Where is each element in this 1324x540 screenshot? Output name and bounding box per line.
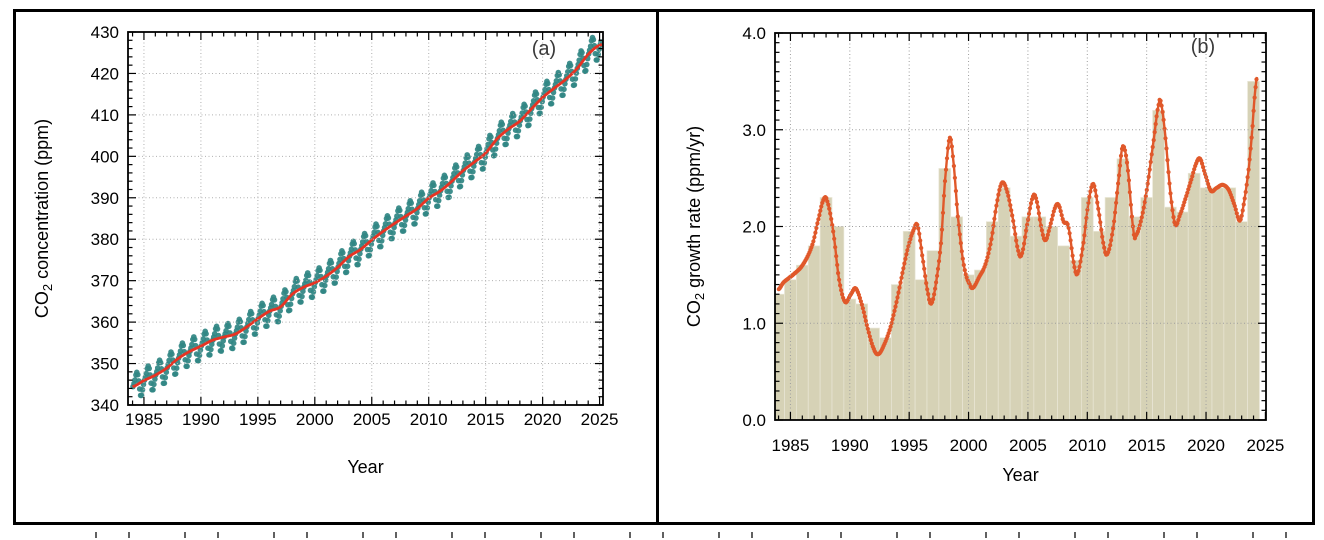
svg-text:430: 430 [91, 23, 119, 42]
svg-text:2005: 2005 [353, 410, 391, 429]
svg-text:0.0: 0.0 [742, 411, 766, 430]
svg-text:360: 360 [91, 313, 119, 332]
svg-text:Year: Year [1002, 465, 1038, 485]
svg-text:2025: 2025 [581, 410, 619, 429]
svg-text:3.0: 3.0 [742, 121, 766, 140]
svg-text:340: 340 [91, 396, 119, 415]
panel-a-label: (a) [531, 38, 557, 60]
co2-concentration-chart: 1985 1990 1995 2000 2005 2010 2015 2020 2025 340 3… [32, 23, 619, 477]
svg-text:2.0: 2.0 [742, 218, 766, 237]
svg-text:2000: 2000 [950, 436, 988, 455]
svg-text:2025: 2025 [1246, 436, 1284, 455]
svg-text:2020: 2020 [1187, 436, 1225, 455]
svg-text:400: 400 [91, 147, 119, 166]
svg-text:410: 410 [91, 106, 119, 125]
svg-text:350: 350 [91, 355, 119, 374]
svg-text:1985: 1985 [772, 436, 810, 455]
svg-text:2015: 2015 [1128, 436, 1166, 455]
svg-text:1990: 1990 [831, 436, 869, 455]
panel-divider [656, 12, 659, 522]
svg-text:2000: 2000 [296, 410, 334, 429]
svg-text:CO2 growth rate (ppm/yr): CO2 growth rate (ppm/yr) [684, 126, 707, 327]
svg-text:2015: 2015 [467, 410, 505, 429]
svg-text:1995: 1995 [239, 410, 277, 429]
svg-text:370: 370 [91, 272, 119, 291]
co2-growth-rate-chart: 1985 1990 1995 2000 2005 2010 2015 2020 2025 0.0 1… [684, 24, 1284, 485]
svg-text:2010: 2010 [410, 410, 448, 429]
svg-text:1995: 1995 [890, 436, 928, 455]
svg-text:Year: Year [347, 457, 383, 477]
svg-text:4.0: 4.0 [742, 24, 766, 43]
svg-text:1985: 1985 [125, 410, 163, 429]
svg-text:CO2 concentration (ppm): CO2 concentration (ppm) [32, 119, 55, 318]
svg-text:2005: 2005 [1009, 436, 1047, 455]
svg-text:1990: 1990 [182, 410, 220, 429]
svg-text:380: 380 [91, 230, 119, 249]
panel-b-cell: 1985 1990 1995 2000 2005 2010 2015 2020 2025 0.0 1… [659, 12, 1312, 522]
svg-text:390: 390 [91, 189, 119, 208]
svg-text:2020: 2020 [524, 410, 562, 429]
panel-b-label: (b) [1190, 36, 1216, 58]
svg-text:420: 420 [91, 64, 119, 83]
svg-text:2010: 2010 [1068, 436, 1106, 455]
figure-border-frame: 1985 1990 1995 2000 2005 2010 2015 2020 2025 340 3… [13, 9, 1315, 525]
svg-text:1.0: 1.0 [742, 314, 766, 333]
caption-clipped-text [95, 532, 1310, 538]
panel-a-cell: 1985 1990 1995 2000 2005 2010 2015 2020 2025 340 3… [16, 12, 656, 522]
